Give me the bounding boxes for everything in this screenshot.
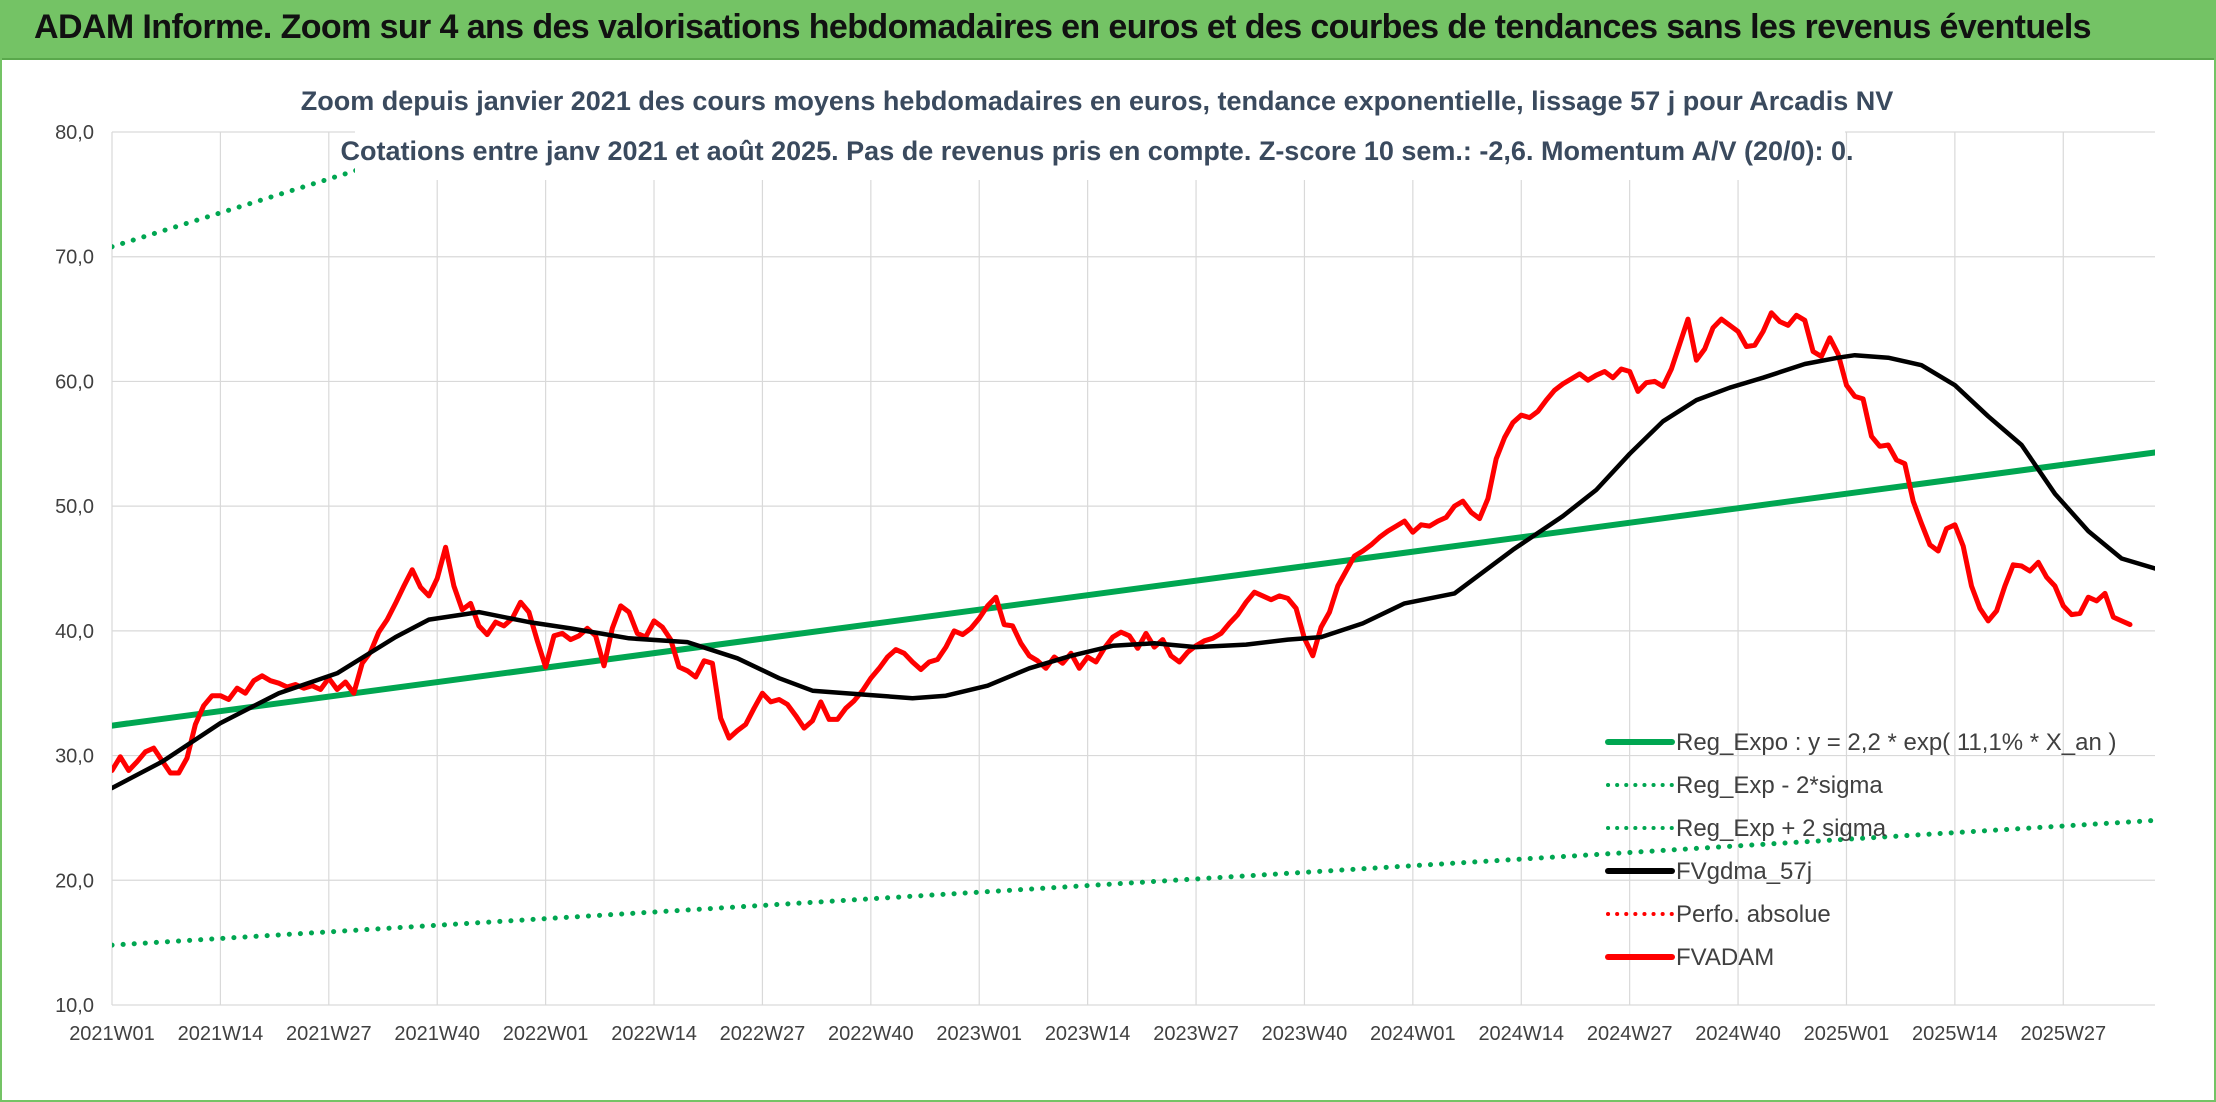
frame-border-right [2214, 58, 2216, 1102]
subtitle-background [355, 60, 1845, 180]
y-tick-label: 80,0 [55, 122, 94, 144]
x-tick-label: 2024W40 [1695, 1023, 1781, 1045]
series-lines [112, 128, 2155, 948]
x-tick-label: 2024W14 [1478, 1023, 1564, 1045]
legend-label: FVgdma_57j [1676, 858, 1812, 885]
chart-plot: 10,0 20,0 30,0 40,0 50,0 60,0 70,0 80,0 2021W01… [55, 60, 2155, 1045]
frame-border-bottom [0, 1100, 2216, 1102]
x-tick-label: 2023W01 [936, 1023, 1022, 1045]
page-title: ADAM Informe. Zoom sur 4 ans des valoris… [34, 8, 2092, 46]
y-tick-label: 70,0 [55, 247, 94, 269]
legend-price: FVADAM [1605, 944, 1774, 971]
regression-line [112, 449, 2155, 729]
legend-plus-2sigma: Reg_Exp + 2 sigma [1606, 815, 1887, 842]
x-tick-label: 2023W14 [1045, 1023, 1131, 1045]
x-tick-label: 2022W01 [503, 1023, 589, 1045]
x-axis-labels: 2021W01 2021W14 2021W27 2021W40 2022W01 2022W… [69, 1023, 2106, 1045]
legend-label: FVADAM [1676, 944, 1774, 971]
x-tick-label: 2025W27 [2020, 1023, 2106, 1045]
x-tick-label: 2022W27 [720, 1023, 806, 1045]
x-tick-label: 2025W01 [1804, 1023, 1890, 1045]
x-tick-label: 2024W01 [1370, 1023, 1456, 1045]
x-tick-label: 2021W14 [178, 1023, 264, 1045]
header-banner: ADAM Informe. Zoom sur 4 ans des valoris… [0, 0, 2216, 60]
legend-label: Perfo. absolue [1676, 901, 1831, 928]
regression-minus-2sigma-line [112, 817, 2155, 948]
x-tick-label: 2021W01 [69, 1023, 155, 1045]
legend: Reg_Expo : y = 2,2 * exp( 11,1% * X_an )… [1605, 729, 2116, 971]
subtitle-line-2: Cotations entre janv 2021 et août 2025. … [340, 136, 1853, 166]
legend-label: Reg_Exp - 2*sigma [1676, 772, 1883, 799]
y-tick-label: 30,0 [55, 746, 94, 768]
y-tick-label: 20,0 [55, 870, 94, 892]
chart-subtitle: Zoom depuis janvier 2021 des cours moyen… [301, 60, 1894, 180]
y-axis-labels: 10,0 20,0 30,0 40,0 50,0 60,0 70,0 80,0 [55, 122, 94, 1017]
x-tick-label: 2021W27 [286, 1023, 372, 1045]
moving-average-line [112, 352, 2155, 791]
gridlines [111, 131, 2155, 1006]
legend-minus-2sigma: Reg_Exp - 2*sigma [1606, 772, 1883, 799]
y-tick-label: 60,0 [55, 371, 94, 393]
legend-regression: Reg_Expo : y = 2,2 * exp( 11,1% * X_an ) [1605, 729, 2116, 756]
frame-border-left [0, 58, 2, 1102]
x-tick-label: 2022W14 [611, 1023, 697, 1045]
x-tick-label: 2022W40 [828, 1023, 914, 1045]
price-line [112, 310, 2133, 776]
legend-moving-average: FVgdma_57j [1605, 858, 1812, 885]
x-tick-label: 2025W14 [1912, 1023, 1998, 1045]
subtitle-line-1: Zoom depuis janvier 2021 des cours moyen… [301, 86, 1894, 116]
x-tick-label: 2023W27 [1153, 1023, 1239, 1045]
legend-label: Reg_Exp + 2 sigma [1676, 815, 1887, 842]
y-tick-label: 40,0 [55, 621, 94, 643]
legend-absolute-performance: Perfo. absolue [1606, 901, 1831, 928]
x-tick-label: 2021W40 [394, 1023, 480, 1045]
y-tick-label: 10,0 [55, 995, 94, 1017]
y-tick-label: 50,0 [55, 496, 94, 518]
x-tick-label: 2023W40 [1262, 1023, 1348, 1045]
legend-label: Reg_Expo : y = 2,2 * exp( 11,1% * X_an ) [1676, 729, 2116, 756]
x-tick-label: 2024W27 [1587, 1023, 1673, 1045]
